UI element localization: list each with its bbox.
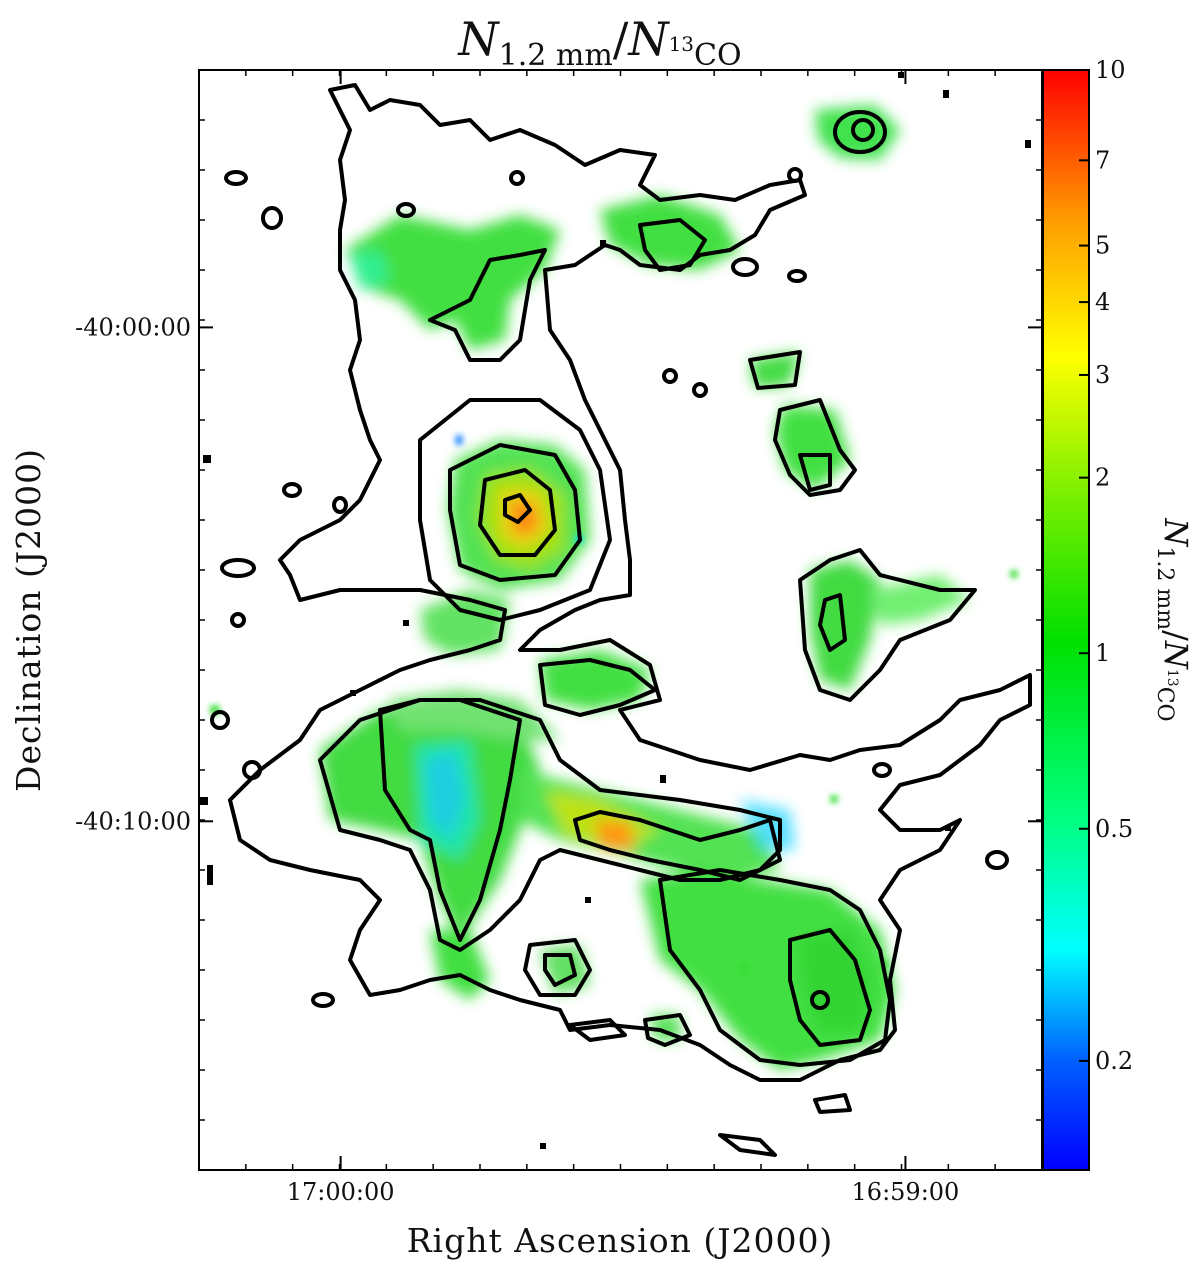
contour-mid-clump (538, 658, 657, 717)
contour-south-band-inner (573, 810, 782, 882)
contour-central-outer (418, 398, 612, 622)
color-map (210, 105, 1018, 1070)
colorbar-label: N1.2 mm/N13CO (1152, 517, 1195, 721)
colorbar-tick-label: 10 (1095, 56, 1126, 84)
contour-island-21 (851, 118, 875, 142)
contour-south-west-inner (378, 698, 522, 942)
contour-island-20 (833, 110, 887, 154)
colorbar-tick-label: 1 (1095, 639, 1110, 667)
contour-east-mid (773, 398, 857, 497)
colorbar-tick-label: 0.5 (1095, 815, 1133, 843)
x-tick-label: 17:00:00 (287, 1178, 395, 1206)
y-tick-label: -40:00:00 (75, 313, 191, 341)
colorbar (1042, 69, 1090, 1171)
x-tick-label: 16:59:00 (852, 1178, 960, 1206)
y-tick-label: -40:10:00 (75, 807, 191, 835)
contour-island-10 (509, 170, 525, 186)
contour-island-8 (242, 760, 262, 780)
axes: 17:00:00 16:59:00 -40:00:00 -40:10:00 (75, 70, 1042, 1206)
y-axis-title: Declination (J2000) (9, 448, 48, 792)
contour-central-mid (448, 443, 582, 582)
colorbar-ticks: 10 7 5 4 3 2 1 0.5 0.2 (1079, 56, 1133, 1075)
contour-island-1 (224, 170, 248, 186)
contour-island-14 (787, 167, 803, 183)
contour-island-18 (985, 850, 1009, 870)
mid-clump (540, 650, 650, 710)
contour-southeast-inner (788, 928, 872, 1047)
ridge-north-cyan (350, 250, 390, 290)
contour-island-15 (787, 269, 807, 283)
contour-island-19 (810, 990, 830, 1010)
contours (210, 83, 1032, 1157)
contour-south-small (643, 1013, 692, 1047)
contour-island-9 (311, 992, 335, 1008)
colorbar-tick-label: 0.2 (1095, 1047, 1133, 1075)
contour-island-16 (731, 257, 759, 277)
contour-southeast-outer (658, 868, 892, 1067)
contour-central-core (503, 493, 532, 524)
contour-east-mid-inner (798, 453, 832, 492)
contour-outer-main (228, 83, 1032, 1082)
contour-island-12 (662, 368, 678, 384)
east-small-clump (750, 352, 800, 388)
contour-central-inner (478, 468, 557, 557)
colorbar-tick-label: 2 (1095, 464, 1110, 492)
contour-bottom-tail (718, 1133, 777, 1157)
south-band-peak (595, 820, 635, 850)
contour-island-4 (332, 496, 348, 514)
colorbar-tick-label: 7 (1095, 146, 1110, 174)
contour-north-inner (428, 248, 547, 362)
contour-island-2 (261, 206, 283, 230)
contour-northeast-inner (638, 218, 707, 272)
contour-bottom-small (813, 1093, 852, 1114)
colorbar-tick-label: 4 (1095, 288, 1110, 316)
colorbar-tick-label: 5 (1095, 232, 1110, 260)
contour-island-6 (230, 612, 246, 628)
contour-island-11 (396, 202, 416, 218)
south-band-cyan (415, 740, 480, 860)
contour-island-3 (282, 482, 302, 498)
contour-island-5 (220, 558, 256, 578)
contour-south-outer (318, 698, 782, 952)
contour-island-13 (692, 382, 708, 398)
contour-south-ring-1 (523, 938, 592, 997)
contour-island-17 (872, 762, 892, 778)
chart-title: N1.2 mm/N13CO (457, 12, 741, 73)
eastern-tail (870, 575, 970, 625)
ridge-north-emission (345, 215, 560, 350)
contour-east-small (748, 350, 802, 390)
noise-dots (200, 72, 1031, 1149)
contour-eastern-inner (818, 593, 847, 652)
colorbar-tick-label: 3 (1095, 361, 1110, 389)
contour-island-7 (210, 710, 230, 730)
x-axis-title: Right Ascension (J2000) (407, 1221, 834, 1260)
contour-south-left (568, 1018, 627, 1042)
contour-south-ring-2 (543, 953, 577, 987)
contour-eastern-filament (798, 548, 977, 702)
northeast-band (600, 195, 740, 270)
